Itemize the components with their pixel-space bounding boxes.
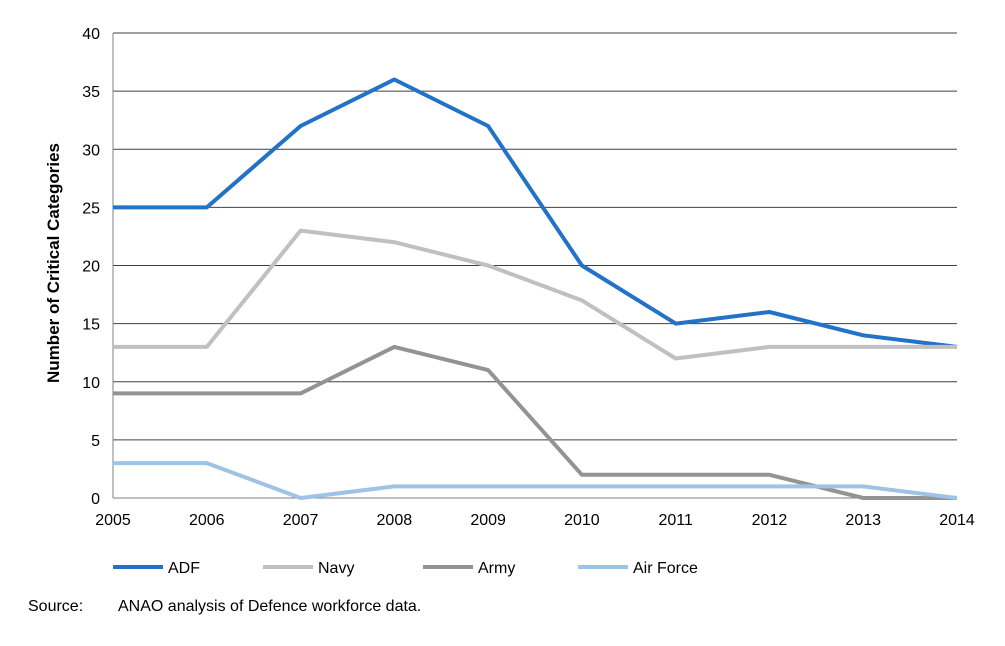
x-tick-label: 2006 <box>189 512 225 529</box>
y-tick-label: 5 <box>91 433 100 450</box>
y-tick-label: 30 <box>82 142 100 159</box>
legend-label: Navy <box>318 560 354 577</box>
y-tick-label: 40 <box>82 26 100 43</box>
y-tick-label: 10 <box>82 375 100 392</box>
series-line-air-force <box>113 461 958 500</box>
x-tick-label: 2005 <box>95 512 131 529</box>
legend-label: Air Force <box>633 560 698 577</box>
x-tick-label: 2010 <box>564 512 600 529</box>
y-tick-label: 15 <box>82 317 100 334</box>
legend-label: Army <box>478 560 515 577</box>
x-tick-label: 2013 <box>845 512 881 529</box>
series-line-navy <box>113 228 957 361</box>
y-tick-labels: 0 5 10 15 20 25 30 35 40 <box>82 26 100 508</box>
x-tick-label: 2008 <box>377 512 413 529</box>
y-tick-label: 25 <box>82 200 100 217</box>
y-tick-label: 35 <box>82 84 100 101</box>
x-tick-label: 2014 <box>939 512 975 529</box>
series-line-adf <box>113 77 958 349</box>
source-label: Source: <box>28 598 84 615</box>
x-tick-label: 2009 <box>470 512 506 529</box>
y-tick-label: 0 <box>91 491 100 508</box>
legend-label: ADF <box>168 560 200 577</box>
gridlines <box>113 32 957 441</box>
y-tick-label: 20 <box>82 259 100 276</box>
legend: ADF Navy Army Air Force <box>113 560 698 577</box>
source-note: Source: ANAO analysis of Defence workforc… <box>28 598 421 616</box>
x-tick-labels: 2005 2006 2007 2008 2009 2010 2011 2012 2013 2014 <box>95 512 975 529</box>
x-tick-label: 2007 <box>283 512 319 529</box>
source-text: ANAO analysis of Defence workforce data. <box>118 598 422 615</box>
series-lines <box>113 77 958 500</box>
y-axis-title: Number of Critical Categories <box>44 143 63 383</box>
x-tick-label: 2012 <box>752 512 788 529</box>
x-tick-label: 2011 <box>658 512 693 529</box>
